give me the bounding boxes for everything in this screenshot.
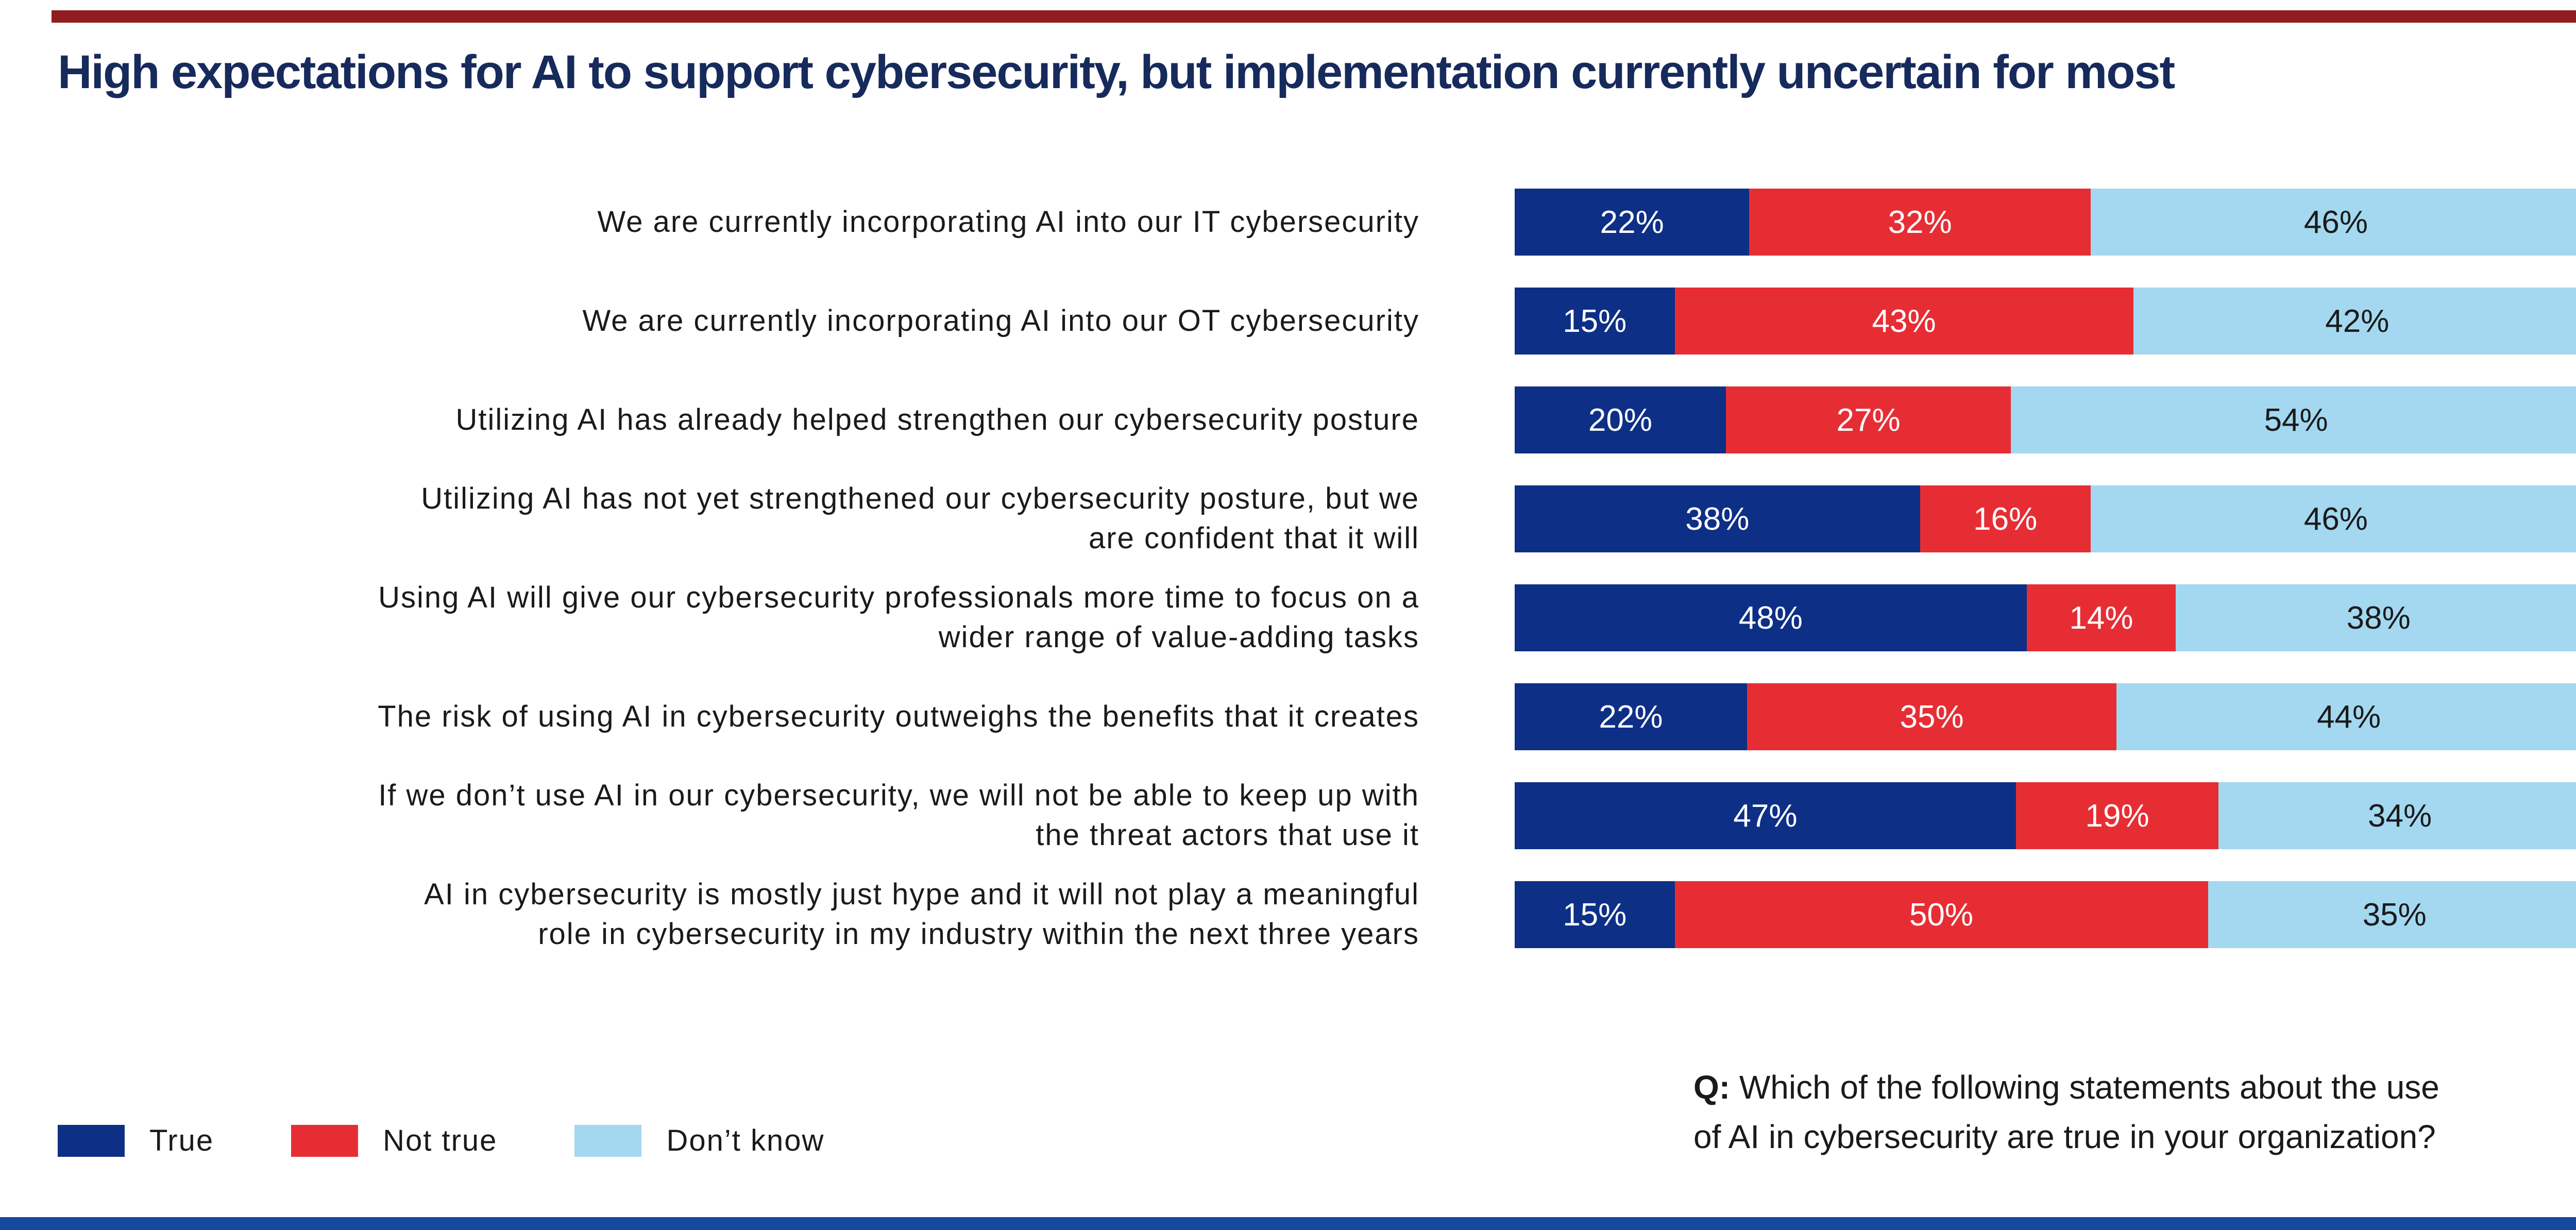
legend: True Not true Don’t know — [58, 1123, 902, 1158]
segment-value: 43% — [1872, 303, 1936, 339]
stacked-bar: 48% 14% 38% — [1515, 584, 2576, 651]
legend-label: Not true — [383, 1124, 498, 1157]
segment-value: 22% — [1599, 699, 1663, 735]
question-text: Which of the following statements about … — [1693, 1069, 2439, 1155]
stacked-bar: 22% 32% 46% — [1515, 189, 2576, 256]
segment-value: 46% — [2303, 501, 2368, 537]
segment-value: 34% — [2368, 798, 2432, 834]
legend-label: True — [149, 1124, 214, 1157]
top-accent-rule — [52, 10, 2576, 23]
segment-value: 16% — [1973, 501, 2038, 537]
bar-segment-true: 47% — [1515, 782, 2016, 849]
bar-segment-dont-know: 34% — [2218, 782, 2576, 849]
bar-segment-not-true: 32% — [1749, 189, 2091, 256]
segment-value: 22% — [1600, 204, 1664, 240]
bar-segment-not-true: 27% — [1725, 386, 2011, 453]
survey-question: Q: Which of the following statements abo… — [1693, 1063, 2576, 1161]
question-prefix: Q: — [1693, 1069, 1731, 1106]
bar-segment-not-true: 19% — [2015, 782, 2219, 849]
segment-value: 35% — [1900, 699, 1964, 735]
chart-row: If we don’t use AI in our cybersecurity,… — [77, 779, 2576, 852]
segment-value: 32% — [1888, 204, 1952, 240]
stacked-bar: 20% 27% 54% — [1515, 386, 2576, 453]
bar-segment-not-true: 35% — [1747, 683, 2117, 750]
chart-row: AI in cybersecurity is mostly just hype … — [77, 878, 2576, 951]
category-label: If we don’t use AI in our cybersecurity,… — [378, 779, 1419, 852]
segment-value: 48% — [1738, 600, 1803, 636]
segment-value: 27% — [1836, 402, 1901, 438]
bar-segment-dont-know: 44% — [2116, 683, 2576, 750]
bar-segment-dont-know: 42% — [2133, 288, 2576, 355]
category-label: The risk of using AI in cybersecurity ou… — [378, 699, 1419, 733]
bar-segment-not-true: 16% — [1920, 485, 2091, 552]
bar-segment-true: 20% — [1515, 386, 1726, 453]
chart: We are currently incorporating AI into o… — [77, 189, 2576, 951]
category-label: Using AI will give our cybersecurity pro… — [378, 581, 1419, 654]
stacked-bar: 15% 50% 35% — [1515, 881, 2576, 948]
bar-segment-true: 22% — [1515, 189, 1750, 256]
segment-value: 50% — [1909, 897, 1974, 933]
segment-value: 14% — [2069, 600, 2133, 636]
legend-swatch — [58, 1124, 125, 1157]
bar-segment-true: 15% — [1515, 881, 1675, 948]
segment-value: 46% — [2303, 204, 2368, 240]
bar-segment-dont-know: 35% — [2208, 881, 2576, 948]
segment-value: 42% — [2325, 303, 2389, 339]
segment-value: 54% — [2264, 402, 2328, 438]
category-label: Utilizing AI has not yet strengthened ou… — [421, 482, 1419, 555]
chart-row: Utilizing AI has not yet strengthened ou… — [77, 482, 2576, 555]
segment-value: 35% — [2362, 897, 2427, 933]
stacked-bar: 22% 35% 44% — [1515, 683, 2576, 750]
legend-swatch — [574, 1124, 642, 1157]
bar-segment-not-true: 50% — [1674, 881, 2208, 948]
chart-row: Utilizing AI has already helped strength… — [77, 386, 2576, 453]
bar-segment-true: 48% — [1515, 584, 2027, 651]
bar-segment-dont-know: 46% — [2090, 485, 2576, 552]
bar-segment-dont-know: 38% — [2176, 584, 2576, 651]
segment-value: 44% — [2317, 699, 2381, 735]
legend-label: Don’t know — [666, 1124, 825, 1157]
legend-item-not-true: Not true — [291, 1123, 497, 1158]
category-label: AI in cybersecurity is mostly just hype … — [424, 878, 1419, 951]
segment-value: 15% — [1563, 897, 1627, 933]
bar-segment-dont-know: 46% — [2090, 189, 2576, 256]
segment-value: 38% — [2346, 600, 2411, 636]
chart-row: We are currently incorporating AI into o… — [77, 189, 2576, 256]
chart-row: The risk of using AI in cybersecurity ou… — [77, 683, 2576, 750]
segment-value: 38% — [1685, 501, 1750, 537]
bar-segment-true: 22% — [1515, 683, 1747, 750]
chart-row: We are currently incorporating AI into o… — [77, 288, 2576, 355]
chart-row: Using AI will give our cybersecurity pro… — [77, 581, 2576, 654]
bottom-accent-rule — [0, 1217, 2576, 1230]
stacked-bar: 47% 19% 34% — [1515, 782, 2576, 849]
category-label: Utilizing AI has already helped strength… — [455, 402, 1419, 436]
segment-value: 47% — [1733, 798, 1798, 834]
bar-segment-true: 15% — [1515, 288, 1675, 355]
segment-value: 19% — [2085, 798, 2149, 834]
bar-segment-true: 38% — [1515, 485, 1920, 552]
category-label: We are currently incorporating AI into o… — [597, 205, 1419, 239]
legend-item-true: True — [58, 1123, 214, 1158]
stacked-bar: 38% 16% 46% — [1515, 485, 2576, 552]
bar-segment-not-true: 43% — [1674, 288, 2133, 355]
legend-swatch — [291, 1124, 359, 1157]
category-label: We are currently incorporating AI into o… — [582, 304, 1419, 338]
page-title: High expectations for AI to support cybe… — [58, 46, 2175, 98]
segment-value: 15% — [1563, 303, 1627, 339]
legend-item-dont-know: Don’t know — [574, 1123, 824, 1158]
bar-segment-dont-know: 54% — [2011, 386, 2576, 453]
segment-value: 20% — [1588, 402, 1652, 438]
bar-segment-not-true: 14% — [2026, 584, 2176, 651]
stacked-bar: 15% 43% 42% — [1515, 288, 2576, 355]
